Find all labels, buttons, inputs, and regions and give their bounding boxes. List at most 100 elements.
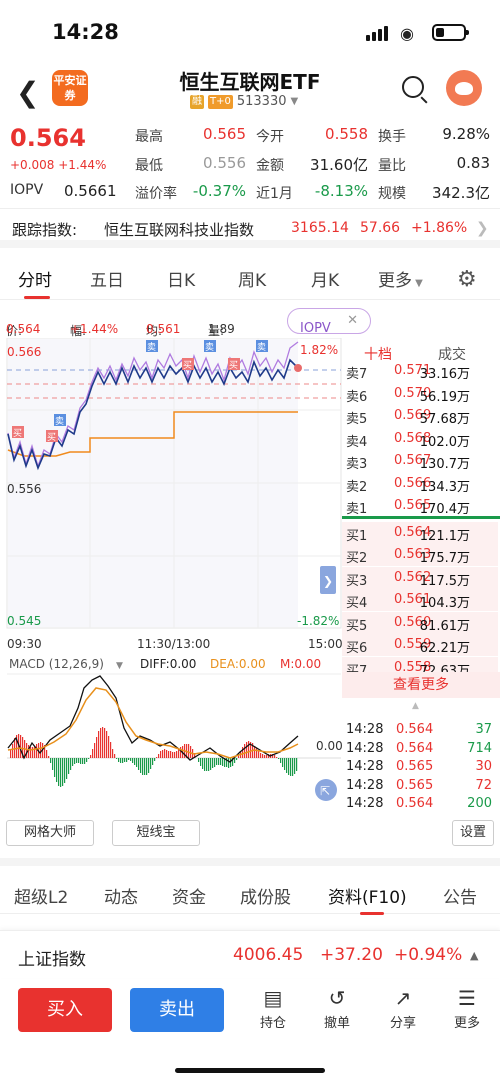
tab-underline xyxy=(24,296,50,299)
tab-funds[interactable]: 资金 xyxy=(172,888,206,908)
macd-bar xyxy=(258,751,260,758)
orderbook-vol: 117.5万 xyxy=(419,573,470,589)
back-icon[interactable]: ❮ xyxy=(16,76,40,109)
tab-monthly[interactable]: 月K xyxy=(311,271,340,291)
buy-marker xyxy=(12,426,24,438)
orderbook-row[interactable]: 卖4 0.568 102.0万 xyxy=(342,427,498,450)
grid-master-button[interactable]: 网格大师 xyxy=(6,820,94,846)
orderbook-row[interactable]: 卖7 0.571 33.16万 xyxy=(342,360,498,382)
macd-bar xyxy=(144,758,146,775)
quote-label: 近1月 xyxy=(256,186,293,202)
macd-bar xyxy=(142,758,144,775)
orderbook-row[interactable]: 买5 0.560 81.61万 xyxy=(342,611,498,634)
macd-bar xyxy=(180,747,182,758)
chart-info-bar: 价:0.564 幅:+1.44% 均:0.561 量:1.89万 IOPV✕ xyxy=(0,306,500,352)
trades-tab[interactable]: 成交 xyxy=(438,347,466,363)
sell-button[interactable]: 卖出 xyxy=(130,988,224,1032)
code-text: 513330 xyxy=(236,94,287,109)
macd-bar xyxy=(102,727,104,758)
quote-value: -0.37% xyxy=(192,182,246,200)
security-code[interactable]: 融 T+0 513330 ▼ xyxy=(190,94,298,109)
orderbook-row[interactable]: 买4 0.561 104.3万 xyxy=(342,589,498,611)
macd-bar xyxy=(146,758,148,775)
short-line-button[interactable]: 短线宝 xyxy=(112,820,200,846)
chevron-up-icon: ▲ xyxy=(470,949,479,962)
tracking-index-bar[interactable]: 跟踪指数: 恒生互联网科技业指数 3165.14 57.66 +1.86% ❯ xyxy=(0,208,500,248)
macd-bar xyxy=(112,749,114,758)
orderbook-label: 卖1 xyxy=(346,502,368,517)
macd-bar xyxy=(138,758,140,770)
macd-bar xyxy=(10,750,12,758)
quote-label: 量比 xyxy=(378,158,406,174)
tab-intraday[interactable]: 分时 xyxy=(18,271,52,291)
svg-text:卖: 卖 xyxy=(55,416,64,427)
view-more-button[interactable]: 查看更多 xyxy=(342,672,500,698)
avatar[interactable] xyxy=(446,70,482,106)
orderbook-row[interactable]: 卖2 0.566 134.3万 xyxy=(342,472,498,495)
macd-bar xyxy=(280,758,282,763)
orderbook-price: 0.559 xyxy=(394,637,432,652)
tab-super-l2[interactable]: 超级L2 xyxy=(14,888,69,908)
tab-f10[interactable]: 资料(F10) xyxy=(328,888,407,908)
tab-constituents[interactable]: 成份股 xyxy=(240,888,291,908)
tracking-pct: +1.86% xyxy=(411,220,468,236)
index-ticker[interactable]: 上证指数 4006.45 +37.20 +0.94% ▲ xyxy=(0,930,500,978)
orderbook-row[interactable]: 买3 0.562 117.5万 xyxy=(342,566,498,589)
chart-tabs: 分时 五日 日K 周K 月K 更多 ▼ xyxy=(0,256,500,300)
tick-row: 14:28 0.565 30 xyxy=(346,759,500,777)
macd-bar xyxy=(272,754,274,758)
search-icon[interactable] xyxy=(402,76,424,98)
orderbook-row[interactable]: 买2 0.563 175.7万 xyxy=(342,544,498,566)
macd-bar xyxy=(154,758,156,761)
svg-text:买: 买 xyxy=(183,360,192,371)
orderbook-tab[interactable]: 十档 xyxy=(364,347,392,363)
sell-marker xyxy=(204,340,216,352)
macd-bar xyxy=(136,758,138,767)
macd-bar xyxy=(74,758,76,764)
orderbook-vol: 56.19万 xyxy=(419,389,470,405)
share-button[interactable]: ↗ 分享 xyxy=(378,986,428,1031)
orderbook-row[interactable]: 卖3 0.567 130.7万 xyxy=(342,450,498,472)
tick-time: 14:28 xyxy=(346,722,384,737)
tick-row: 14:28 0.564 200 xyxy=(346,796,500,814)
macd-bar xyxy=(152,758,154,765)
tick-row: 14:28 0.564 714 xyxy=(346,741,500,759)
more-button[interactable]: ☰ 更多 xyxy=(442,986,492,1031)
gear-icon[interactable]: ⚙ xyxy=(457,267,477,292)
settings-button[interactable]: 设置 xyxy=(452,820,494,846)
macd-bar xyxy=(80,758,82,764)
tab-more[interactable]: 更多 ▼ xyxy=(378,271,423,291)
positions-button[interactable]: ▤ 持仓 xyxy=(248,986,298,1031)
iopv-toggle[interactable]: IOPV ✕ xyxy=(287,308,371,336)
time-mid-label: 11:30/13:00 xyxy=(137,637,210,651)
tab-weekly[interactable]: 周K xyxy=(238,271,267,291)
macd-bar xyxy=(190,746,192,758)
macd-bar xyxy=(174,752,176,758)
intraday-chart[interactable]: 买 买 卖 卖 卖 卖 买 买 0.566 0.556 0.545 1.82% … xyxy=(0,338,342,823)
iopv-label: IOPV xyxy=(10,182,44,198)
macd-bar xyxy=(98,731,100,758)
orderbook-row[interactable]: 卖5 0.569 57.68万 xyxy=(342,405,498,427)
macd-bar xyxy=(288,758,290,775)
macd-bar xyxy=(82,758,84,764)
orderbook-row[interactable]: 买1 0.564 121.1万 xyxy=(342,521,498,544)
macd-zero-label: 0.00 xyxy=(316,739,342,753)
tab-news[interactable]: 动态 xyxy=(104,888,138,908)
quote-panel: 0.564 +0.008 +1.44% IOPV 0.5661 最高 0.565… xyxy=(0,120,500,208)
orderbook-row[interactable]: 买6 0.559 62.21万 xyxy=(342,634,498,656)
macd-bar xyxy=(32,747,34,758)
orderbook-row[interactable]: 卖6 0.570 56.19万 xyxy=(342,382,498,405)
tab-announcements[interactable]: 公告 xyxy=(443,888,477,908)
macd-bar xyxy=(262,754,264,758)
orderbook-price: 0.568 xyxy=(394,430,432,446)
buy-button[interactable]: 买入 xyxy=(18,988,112,1032)
document-icon: ▤ xyxy=(263,986,283,1010)
macd-bar xyxy=(296,758,298,771)
tab-five-day[interactable]: 五日 xyxy=(90,271,124,291)
orderbook-row[interactable]: 卖1 0.565 170.4万 xyxy=(342,495,498,517)
cancel-order-button[interactable]: ↺ 撤单 xyxy=(312,986,362,1031)
tab-daily[interactable]: 日K xyxy=(167,271,196,291)
macd-bar xyxy=(268,754,270,758)
macd-bar xyxy=(244,744,246,758)
macd-bar xyxy=(238,756,240,758)
